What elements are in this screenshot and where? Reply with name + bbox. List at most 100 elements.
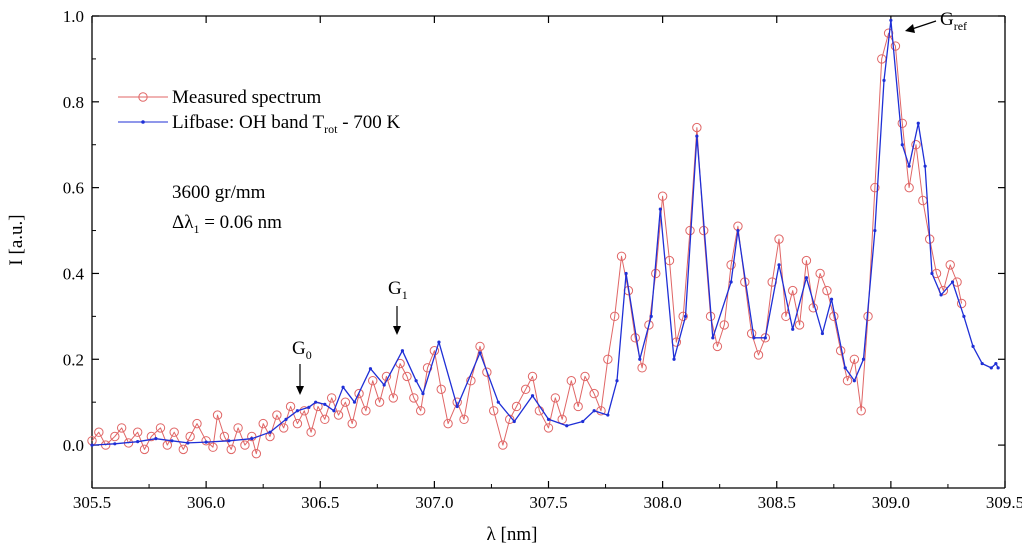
lifbase-point — [791, 327, 795, 331]
peak-label-g1-sub: 1 — [402, 288, 408, 302]
lifbase-point — [268, 430, 272, 434]
measured-point — [849, 354, 860, 364]
grating-annotation: 3600 gr/mm — [172, 182, 266, 203]
measured-point — [402, 371, 412, 382]
lifbase-point — [323, 402, 327, 406]
measured-point — [753, 350, 764, 360]
lifbase-series — [90, 18, 1000, 447]
lifbase-point — [295, 409, 300, 413]
peak-arrow-gref — [911, 20, 937, 30]
lifbase-point — [284, 417, 288, 421]
measured-point — [822, 285, 832, 296]
lifbase-point — [352, 400, 357, 404]
lifbase-point — [250, 437, 254, 441]
lifbase-point — [512, 419, 516, 424]
measured-point — [233, 423, 243, 433]
measured-point — [794, 320, 805, 330]
y-tick-label: 0.0 — [63, 436, 84, 455]
measured-point — [422, 363, 433, 373]
lifbase-point — [939, 293, 943, 297]
x-tick-label: 307.0 — [415, 493, 453, 512]
measured-point — [945, 260, 955, 270]
lifbase-point — [606, 413, 610, 417]
measured-point — [368, 376, 378, 386]
measured-point — [719, 320, 729, 330]
measured-point — [566, 376, 577, 386]
measured-point — [774, 234, 784, 244]
lifbase-point — [615, 379, 619, 383]
lifbase-point — [478, 351, 482, 355]
measured-point — [644, 320, 654, 330]
y-tick-label: 1.0 — [63, 7, 84, 26]
lifbase-point — [638, 357, 642, 361]
measured-point — [801, 255, 812, 266]
measured-point — [374, 397, 385, 407]
lifbase-point — [683, 314, 688, 318]
measured-point — [466, 376, 476, 386]
lifbase-point — [777, 263, 781, 267]
peak-label-g1-text: G1 — [388, 278, 408, 302]
measured-point — [726, 260, 736, 270]
peak-label-g0-text: G0 — [292, 338, 312, 362]
measured-point — [388, 393, 398, 403]
lifbase-point — [829, 297, 834, 301]
measured-point — [527, 371, 538, 382]
x-tick-label: 308.5 — [758, 493, 796, 512]
peak-arrowhead-g1 — [393, 326, 401, 335]
measured-point — [692, 122, 702, 133]
measured-point — [155, 423, 166, 433]
measured-point — [436, 384, 446, 395]
lifbase-point — [930, 271, 934, 276]
measured-point — [258, 418, 268, 429]
measured-point — [637, 363, 647, 373]
measured-point — [272, 410, 282, 420]
measured-point — [226, 444, 236, 455]
peak-label-g0-sub: 0 — [306, 348, 312, 362]
lifbase-point — [400, 349, 405, 353]
lifbase-point — [368, 367, 373, 371]
measured-point — [678, 311, 688, 322]
lifbase-point — [113, 442, 117, 446]
lifbase-point — [763, 336, 767, 340]
lifbase-point — [994, 361, 998, 366]
measured-point — [788, 285, 798, 296]
lifbase-point — [861, 357, 866, 361]
lifbase-point — [672, 357, 676, 361]
lifbase-point — [711, 336, 715, 340]
lifbase-point — [900, 143, 904, 147]
measured-point — [178, 444, 189, 455]
y-tick-label: 0.6 — [63, 179, 84, 198]
lifbase-point — [873, 228, 877, 233]
lifbase-point — [882, 78, 886, 82]
measured-point — [459, 414, 469, 425]
peak-label-g0: G0 — [292, 338, 312, 395]
lifbase-point — [916, 121, 920, 125]
lifbase-point — [624, 271, 628, 276]
measured-point — [746, 328, 757, 339]
lifbase-point — [752, 336, 756, 340]
measured-point — [185, 431, 195, 442]
lifbase-point — [852, 379, 856, 383]
legend-lifbase-suffix: - 700 K — [337, 112, 400, 133]
measured-point — [589, 388, 599, 399]
legend-measured-label: Measured spectrum — [172, 87, 322, 108]
measured-point — [333, 410, 344, 420]
measured-point — [110, 431, 120, 442]
peak-label-gref-sub: ref — [954, 19, 967, 33]
y-tick-label: 0.8 — [63, 93, 84, 112]
measured-point — [340, 397, 351, 407]
legend: Measured spectrum Lifbase: OH band Trot … — [118, 87, 401, 136]
peak-label-g1-letter: G — [388, 278, 402, 299]
measured-point — [201, 436, 211, 446]
measured-point — [489, 406, 499, 416]
resolution-sub: 1 — [193, 222, 199, 236]
measured-point — [609, 311, 620, 322]
lifbase-point — [414, 379, 418, 383]
lifbase-point — [581, 419, 585, 424]
x-tick-label: 306.0 — [187, 493, 225, 512]
measured-point — [911, 140, 921, 150]
measured-point — [443, 418, 453, 429]
measured-point — [326, 393, 337, 403]
measured-point — [409, 393, 419, 403]
